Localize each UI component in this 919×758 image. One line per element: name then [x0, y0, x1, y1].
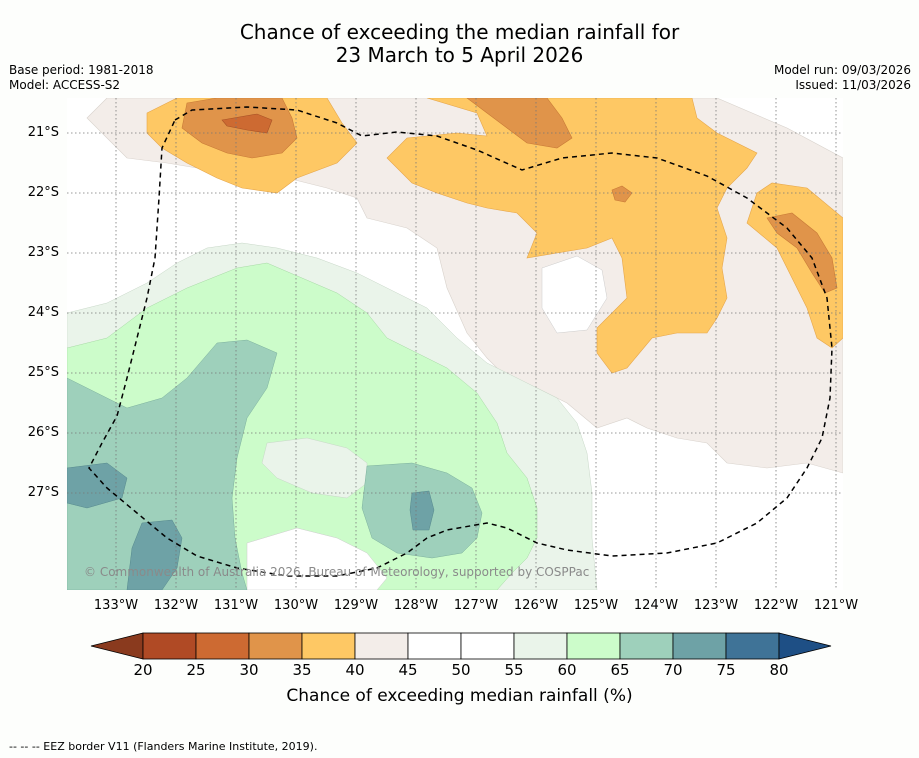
- colorbar-segment-35: [301, 632, 356, 660]
- model-name: Model: ACCESS-S2: [9, 78, 121, 92]
- colorbar-tick-50: 50: [451, 661, 471, 679]
- lon-label-132w: 132°W: [153, 598, 199, 613]
- colorbar-segment-50: [460, 632, 515, 660]
- colorbar-tick-55: 55: [504, 661, 524, 679]
- colorbar-segment-55: [513, 632, 568, 660]
- grid-lines: [67, 98, 843, 590]
- colorbar-tick-35: 35: [292, 661, 312, 679]
- lon-label-122w: 122°W: [753, 598, 799, 613]
- colorbar-tick-70: 70: [663, 661, 683, 679]
- colorbar-segment-40: [354, 632, 409, 660]
- colorbar-segments: [90, 632, 832, 660]
- colorbar-tick-25: 25: [186, 661, 206, 679]
- colorbar-tick-45: 45: [398, 661, 418, 679]
- colorbar-segment-70: [672, 632, 727, 660]
- region-30-35-spot: [611, 185, 633, 203]
- lon-label-130w: 130°W: [273, 598, 319, 613]
- copyright-notice: © Commonwealth of Australia 2026, Bureau…: [84, 565, 590, 579]
- lon-label-121w: 121°W: [813, 598, 859, 613]
- region-50-55: [541, 255, 608, 334]
- lon-label-133w: 133°W: [93, 598, 139, 613]
- eez-legend-note: -- -- -- EEZ border V11 (Flanders Marine…: [9, 740, 318, 753]
- lat-label-21s: 21°S: [27, 125, 59, 140]
- region-35-40-north-central: [386, 98, 758, 374]
- lon-label-131w: 131°W: [213, 598, 259, 613]
- lon-label-128w: 128°W: [393, 598, 439, 613]
- colorbar-tick-80: 80: [769, 661, 789, 679]
- map-title-line-2: 23 March to 5 April 2026: [335, 43, 584, 67]
- region-65-70-west: [67, 339, 278, 590]
- region-70-75-central: [409, 490, 435, 531]
- issued-date: Issued: 11/03/2026: [795, 78, 911, 92]
- colorbar-tick-60: 60: [557, 661, 577, 679]
- colorbar-label: Chance of exceeding median rainfall (%): [286, 686, 633, 706]
- model-run: Model run: 09/03/2026: [773, 63, 911, 77]
- region-70-75-south: [126, 519, 183, 590]
- colorbar-segment-25: [195, 632, 250, 660]
- meta-left: Base period: 1981-2018 Model: ACCESS-S2: [9, 63, 154, 93]
- lat-label-25s: 25°S: [27, 365, 59, 380]
- colorbar-segment-75: [725, 632, 780, 660]
- rainfall-map: [67, 98, 843, 590]
- region-30-35-north-central: [466, 98, 573, 149]
- colorbar-tick-40: 40: [345, 661, 365, 679]
- colorbar-tick-20: 20: [133, 661, 153, 679]
- base-period: Base period: 1981-2018: [9, 63, 154, 77]
- lat-label-23s: 23°S: [27, 245, 59, 260]
- lon-label-125w: 125°W: [573, 598, 619, 613]
- lon-label-126w: 126°W: [513, 598, 559, 613]
- region-55-60-inner: [261, 437, 368, 499]
- lat-label-24s: 24°S: [27, 305, 59, 320]
- lon-label-129w: 129°W: [333, 598, 379, 613]
- colorbar-tick-30: 30: [239, 661, 259, 679]
- colorbar-extend-high: [778, 632, 832, 660]
- lon-label-124w: 124°W: [633, 598, 679, 613]
- region-30-35-east: [766, 212, 838, 294]
- lon-label-127w: 127°W: [453, 598, 499, 613]
- colorbar-tick-65: 65: [610, 661, 630, 679]
- lat-label-27s: 27°S: [27, 485, 59, 500]
- colorbar-segment-45: [407, 632, 462, 660]
- colorbar-extend-low: [90, 632, 144, 660]
- colorbar-segment-60: [566, 632, 621, 660]
- eez-border: [88, 106, 833, 577]
- map-title-line-1: Chance of exceeding the median rainfall …: [239, 20, 680, 44]
- lat-label-26s: 26°S: [27, 425, 59, 440]
- colorbar-segment-20: [142, 632, 197, 660]
- region-70-75-west: [67, 462, 128, 509]
- map-panel: © Commonwealth of Australia 2026, Bureau…: [67, 98, 843, 590]
- lat-label-22s: 22°S: [27, 185, 59, 200]
- colorbar-segment-30: [248, 632, 303, 660]
- meta-right: Model run: 09/03/2026 Issued: 11/03/2026: [774, 63, 911, 93]
- colorbar: [90, 632, 832, 660]
- colorbar-tick-75: 75: [716, 661, 736, 679]
- colorbar-segment-65: [619, 632, 674, 660]
- lon-label-123w: 123°W: [693, 598, 739, 613]
